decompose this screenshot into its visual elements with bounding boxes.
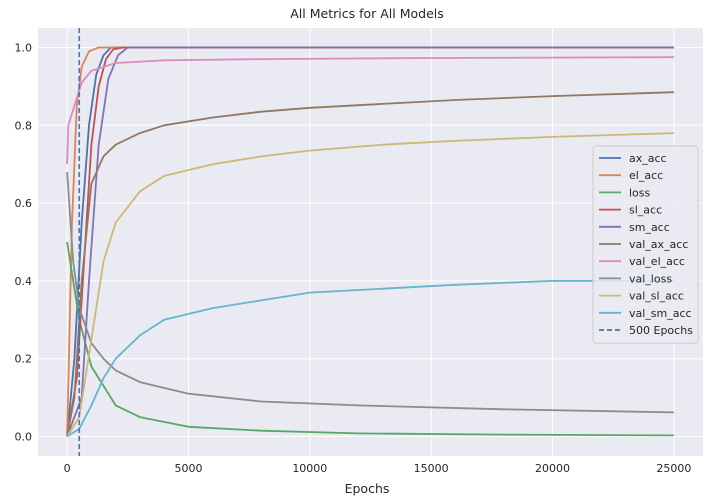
chart-title: All Metrics for All Models (290, 6, 444, 21)
legend-label: ax_acc (629, 152, 667, 165)
series-line-sm-acc (66, 46, 674, 437)
x-tick-label: 10000 (292, 462, 327, 475)
y-tick-label: 0.6 (15, 197, 33, 210)
x-tick-label: 5000 (174, 462, 202, 475)
grid (38, 28, 703, 456)
x-axis-ticks: 0 5000 10000 15000 20000 25000 (64, 462, 692, 475)
series-line-sl-acc (66, 46, 674, 437)
legend-label: 500 Epochs (629, 324, 693, 337)
legend-label: sl_acc (629, 204, 662, 217)
x-tick-label: 20000 (535, 462, 570, 475)
series-lines (66, 46, 674, 438)
y-tick-label: 0.2 (15, 353, 33, 366)
series-line-val-loss (66, 171, 674, 414)
y-tick-label: 0.4 (15, 275, 33, 288)
x-tick-label: 25000 (656, 462, 691, 475)
series-line-val-sm-acc (66, 279, 674, 438)
series-line-val-el-acc (66, 56, 674, 165)
legend-box (592, 145, 699, 344)
y-tick-label: 0.8 (15, 119, 33, 132)
legend-label: sm_acc (629, 221, 670, 234)
legend-label: loss (629, 186, 651, 199)
legend-label: val_el_acc (629, 255, 685, 268)
y-axis-ticks: 0.0 0.2 0.4 0.6 0.8 1.0 (15, 41, 33, 443)
y-tick-label: 0.0 (15, 431, 33, 444)
series-line-el-acc (66, 46, 674, 437)
legend-label: el_acc (629, 169, 663, 182)
legend-label: val_sl_acc (629, 290, 684, 303)
y-tick-label: 1.0 (15, 41, 33, 54)
series-line-val-sl-acc (66, 132, 674, 437)
legend-label: val_ax_acc (629, 238, 688, 251)
x-tick-label: 15000 (414, 462, 449, 475)
legend-label: val_loss (629, 272, 672, 285)
x-axis-title: Epochs (345, 481, 390, 496)
series-line-val-ax-acc (66, 91, 674, 437)
legend-label: val_sm_acc (629, 307, 692, 320)
x-tick-label: 0 (64, 462, 71, 475)
